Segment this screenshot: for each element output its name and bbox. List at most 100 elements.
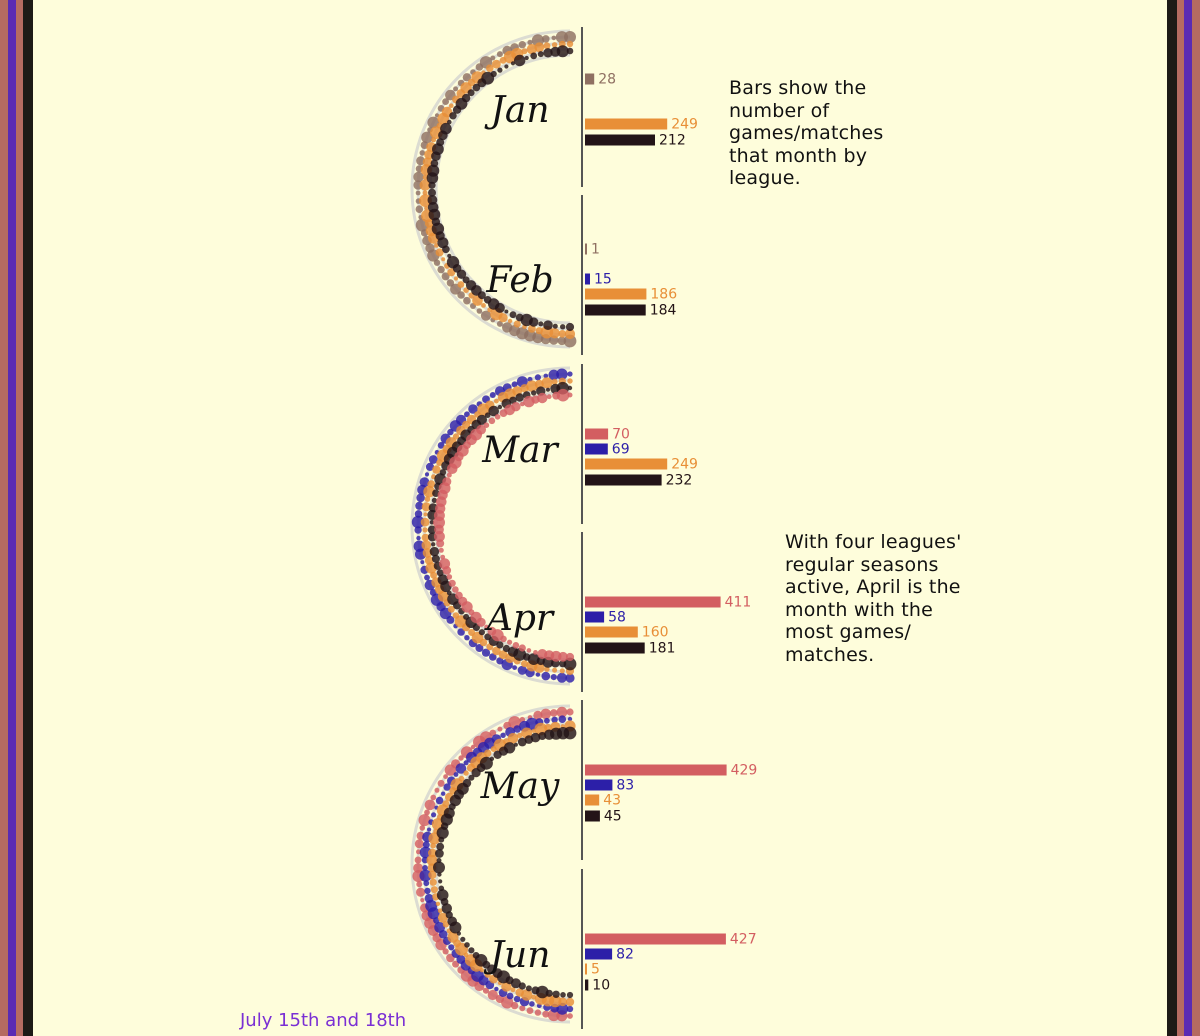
arc-dot (447, 428, 454, 436)
arc-dot (543, 42, 551, 50)
arc-dot (513, 725, 521, 733)
bar-label-l2-jun: 427 (730, 932, 757, 948)
arc-dot (478, 629, 485, 636)
arc-dot (421, 502, 431, 512)
arc-dot (453, 86, 459, 92)
arc-dot (424, 472, 430, 477)
arc-dot (414, 510, 423, 518)
arc-dot (549, 328, 560, 339)
arc-dot (449, 103, 454, 108)
arc-dot (536, 985, 549, 999)
arc-dot (567, 371, 573, 377)
arc-dot (523, 395, 535, 408)
month-label-jan: Jan (483, 90, 549, 131)
bar-l2-jun (585, 933, 726, 945)
arc-dot (424, 574, 430, 581)
arc-dot (556, 706, 568, 718)
arc-dot (549, 995, 562, 1008)
arc-dot (428, 208, 441, 221)
arc-dot (424, 799, 436, 811)
arc-dot (470, 744, 476, 750)
arc-dot (567, 378, 573, 384)
arc-dot (534, 1009, 542, 1016)
border-left-red-2 (16, 0, 23, 1036)
arc-dot (528, 325, 536, 333)
arc-dot (449, 921, 462, 934)
bar-l5-apr (585, 642, 645, 654)
arc-dot (425, 462, 435, 471)
arc-dot (565, 673, 575, 683)
bar-l3-jun (585, 948, 613, 960)
arc-dot (490, 746, 497, 752)
arc-dot (427, 525, 437, 534)
arc-dot (556, 672, 567, 683)
arc-dot (422, 841, 430, 849)
arc-dot (424, 887, 431, 895)
arc-dot (492, 646, 501, 656)
arc-dot (422, 865, 428, 871)
april-note: With four leagues' regular seasons activ… (785, 531, 962, 666)
arc-dot (534, 662, 545, 673)
arc-dot (556, 388, 570, 402)
arc-dot (550, 709, 558, 717)
arc-dot (533, 710, 543, 721)
arc-track (410, 366, 571, 686)
arc-dot (566, 991, 574, 999)
arc-dot (442, 245, 450, 254)
bar-l3-mar (585, 443, 608, 455)
arc-dot (443, 783, 451, 791)
arc-dot (496, 657, 504, 665)
arc-dot (435, 901, 441, 906)
arc-dot (457, 281, 465, 288)
arc-dot (435, 248, 444, 257)
arc-dot (546, 387, 550, 392)
arc-dot (493, 750, 502, 759)
arc-dot (566, 1005, 574, 1013)
arc-dot (437, 779, 445, 787)
arc-dot (533, 650, 538, 655)
arc-dot (442, 921, 450, 928)
arc-dot (497, 67, 503, 73)
bar-label-l2-may: 429 (731, 763, 758, 779)
bars-note: Bars show the number of games/matches th… (729, 77, 884, 190)
arc-dot (414, 839, 424, 849)
arc-dot (535, 672, 541, 677)
arc-dot (441, 791, 446, 796)
bar-l3-may (585, 779, 613, 791)
bar-l5-may (585, 810, 600, 822)
arc-dot (463, 770, 469, 776)
arc-dot (517, 665, 527, 675)
arc-dot (429, 878, 437, 886)
arc-dot (471, 768, 481, 778)
arc-dot (436, 889, 449, 901)
arc-dot (428, 870, 437, 880)
arc-dot (507, 318, 513, 324)
arc-dot (514, 54, 526, 67)
arc-dot (431, 137, 437, 143)
arc-dot (558, 997, 568, 1007)
arc-dot (452, 586, 459, 593)
arc-dot (538, 732, 547, 740)
arc-dot (504, 64, 509, 69)
bar-label-l3-may: 83 (616, 778, 634, 794)
arc-dot (452, 105, 462, 114)
arc-dot (422, 527, 428, 533)
arc-dot (415, 190, 421, 196)
arc-dot (420, 898, 425, 903)
arc-dot (556, 1002, 569, 1015)
arc-dot (424, 496, 431, 502)
arc-dot (518, 41, 526, 49)
arc-dot (437, 590, 449, 602)
arc-dot (442, 566, 452, 575)
arc-dot (431, 151, 441, 161)
arc-dot (428, 455, 438, 464)
arc-dot (423, 485, 435, 498)
arc-dot (565, 652, 575, 662)
arc-dot (498, 313, 508, 323)
border-right-red-2 (1192, 0, 1200, 1036)
arc-dot (416, 535, 421, 541)
arc-dot (453, 772, 459, 777)
bar-label-l5-jan: 212 (659, 133, 686, 149)
arc-dot (457, 291, 465, 299)
